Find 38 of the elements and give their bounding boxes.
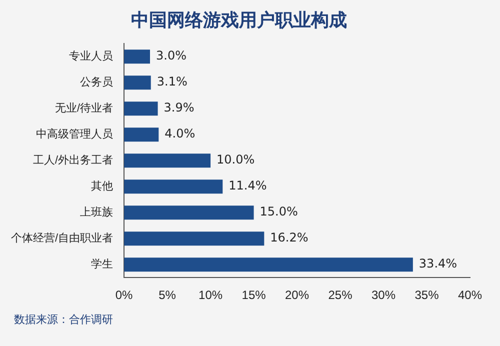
x-tick-label: 15% xyxy=(242,288,266,302)
bar xyxy=(124,232,264,246)
bar xyxy=(124,180,223,194)
x-tick-label: 10% xyxy=(198,288,223,302)
data-label: 3.0% xyxy=(156,48,186,63)
data-label: 3.1% xyxy=(156,74,188,89)
source-note: 数据来源：合作调研 xyxy=(14,312,113,327)
y-tick-label: 公务员 xyxy=(80,76,114,89)
y-tick-label: 上班族 xyxy=(80,206,114,219)
y-tick-label: 无业/待业者 xyxy=(54,102,114,115)
bar xyxy=(124,50,150,64)
x-tick-label: 5% xyxy=(158,288,176,302)
bar xyxy=(124,154,211,168)
y-tick-label: 中高级管理人员 xyxy=(36,128,114,141)
bar xyxy=(124,102,158,116)
bar xyxy=(124,206,254,220)
x-tick-label: 25% xyxy=(328,288,353,302)
x-tick-label: 35% xyxy=(414,288,440,302)
data-label: 33.4% xyxy=(418,256,458,271)
x-tick-label: 0% xyxy=(115,288,134,302)
y-tick-label: 个体经营/自由职业者 xyxy=(10,232,114,245)
x-tick-label: 20% xyxy=(285,288,310,302)
x-tick-label: 40% xyxy=(458,288,482,302)
y-tick-label: 其他 xyxy=(91,180,114,193)
bar xyxy=(124,128,159,142)
y-tick-label: 学生 xyxy=(91,258,114,271)
bar xyxy=(124,258,413,272)
data-label: 15.0% xyxy=(260,204,298,219)
data-label: 4.0% xyxy=(164,126,196,141)
data-label: 10.0% xyxy=(216,152,255,167)
chart-title: 中国网络游戏用户职业构成 xyxy=(131,10,347,30)
data-label: 11.4% xyxy=(228,178,267,193)
bar xyxy=(124,76,151,90)
y-tick-label: 专业人员 xyxy=(69,50,114,63)
data-label: 16.2% xyxy=(270,230,308,245)
y-tick-label: 工人/外出务工者 xyxy=(32,154,114,167)
data-label: 3.9% xyxy=(164,100,194,115)
x-tick-label: 30% xyxy=(372,288,396,302)
